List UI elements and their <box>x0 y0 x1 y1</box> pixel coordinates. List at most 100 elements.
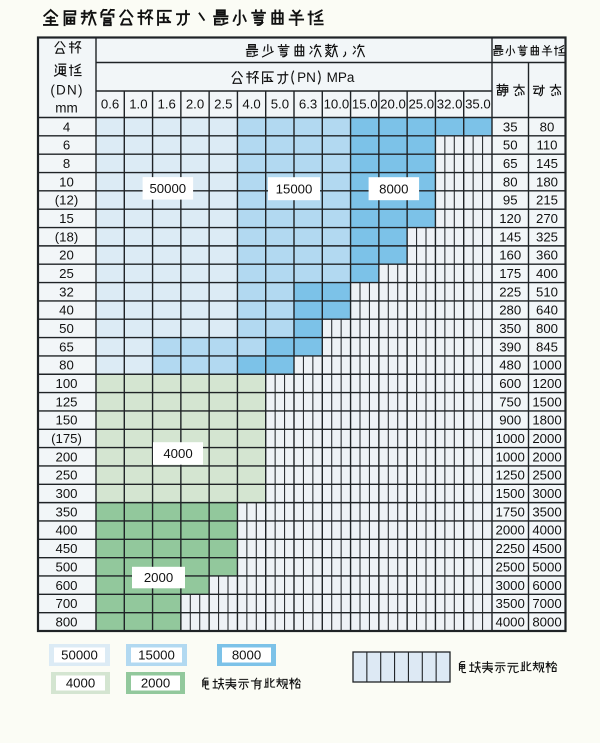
svg-text:25.0: 25.0 <box>408 97 434 112</box>
svg-text:125: 125 <box>55 394 77 409</box>
svg-text:2.0: 2.0 <box>186 97 204 112</box>
svg-text:1500: 1500 <box>496 486 525 501</box>
svg-text:1200: 1200 <box>532 376 561 391</box>
svg-text:50000: 50000 <box>61 648 98 663</box>
svg-text:4000: 4000 <box>66 676 95 691</box>
svg-text:2250: 2250 <box>496 541 525 556</box>
svg-text:2000: 2000 <box>141 676 170 691</box>
svg-text:110: 110 <box>536 138 557 153</box>
svg-text:1.6: 1.6 <box>158 97 176 112</box>
svg-text:350: 350 <box>499 321 521 336</box>
svg-text:2500: 2500 <box>496 559 525 574</box>
svg-text:280: 280 <box>499 303 521 318</box>
svg-text:175: 175 <box>499 266 521 281</box>
svg-text:6: 6 <box>63 138 70 153</box>
svg-text:80: 80 <box>540 119 555 134</box>
svg-text:50: 50 <box>503 138 518 153</box>
svg-text:1000: 1000 <box>496 449 525 464</box>
svg-text:15: 15 <box>59 211 74 226</box>
svg-text:250: 250 <box>55 468 77 483</box>
svg-text:1000: 1000 <box>532 358 561 373</box>
svg-text:4000: 4000 <box>532 523 561 538</box>
svg-text:4000: 4000 <box>163 446 192 461</box>
svg-text:160: 160 <box>499 248 521 263</box>
svg-text:1.0: 1.0 <box>129 97 147 112</box>
svg-text:180: 180 <box>536 174 558 189</box>
svg-text:15.0: 15.0 <box>352 97 378 112</box>
svg-text:4000: 4000 <box>496 614 525 629</box>
svg-text:6000: 6000 <box>532 578 561 593</box>
svg-text:20.0: 20.0 <box>380 97 406 112</box>
svg-text:25: 25 <box>59 266 74 281</box>
svg-text:4: 4 <box>63 119 70 134</box>
svg-text:145: 145 <box>499 229 521 244</box>
svg-text:(DN): (DN) <box>50 82 83 97</box>
svg-text:360: 360 <box>536 248 558 263</box>
svg-text:4500: 4500 <box>532 541 561 556</box>
svg-text:8000: 8000 <box>379 181 408 196</box>
svg-text:325: 325 <box>536 229 558 244</box>
svg-text:7000: 7000 <box>532 596 561 611</box>
svg-text:5.0: 5.0 <box>271 97 289 112</box>
svg-text:5000: 5000 <box>532 559 561 574</box>
svg-text:215: 215 <box>536 193 558 208</box>
svg-text:8000: 8000 <box>532 614 561 629</box>
svg-text:32.0: 32.0 <box>437 97 463 112</box>
svg-text:65: 65 <box>503 156 518 171</box>
svg-text:3500: 3500 <box>532 504 561 519</box>
svg-text:10.0: 10.0 <box>324 97 350 112</box>
svg-text:450: 450 <box>55 541 77 556</box>
svg-text:270: 270 <box>536 211 558 226</box>
svg-text:1750: 1750 <box>496 504 525 519</box>
svg-text:510: 510 <box>536 284 558 299</box>
svg-text:120: 120 <box>499 211 521 226</box>
svg-text:6.3: 6.3 <box>299 97 317 112</box>
svg-text:145: 145 <box>536 156 558 171</box>
svg-text:(18): (18) <box>55 229 78 244</box>
svg-text:0.6: 0.6 <box>101 97 119 112</box>
svg-text:2500: 2500 <box>532 468 561 483</box>
svg-text:3500: 3500 <box>496 596 525 611</box>
svg-text:40: 40 <box>59 303 74 318</box>
svg-text:3000: 3000 <box>496 578 525 593</box>
svg-text:(175): (175) <box>51 431 82 446</box>
svg-text:150: 150 <box>55 413 77 428</box>
svg-text:15000: 15000 <box>138 648 175 663</box>
svg-text:390: 390 <box>499 339 521 354</box>
svg-text:80: 80 <box>503 174 518 189</box>
svg-text:4.0: 4.0 <box>242 97 260 112</box>
svg-text:100: 100 <box>55 376 77 391</box>
svg-text:225: 225 <box>499 284 521 299</box>
svg-text:95: 95 <box>503 193 518 208</box>
svg-text:(12): (12) <box>55 193 78 208</box>
svg-text:200: 200 <box>55 449 77 464</box>
svg-text:800: 800 <box>55 614 77 629</box>
svg-text:400: 400 <box>55 523 77 538</box>
svg-text:2000: 2000 <box>496 523 525 538</box>
svg-text:65: 65 <box>59 339 74 354</box>
svg-text:15000: 15000 <box>276 181 313 196</box>
svg-text:2000: 2000 <box>144 570 173 585</box>
svg-text:8: 8 <box>63 156 70 171</box>
svg-text:400: 400 <box>536 266 558 281</box>
svg-text:480: 480 <box>499 358 521 373</box>
svg-text:1000: 1000 <box>496 431 525 446</box>
svg-text:600: 600 <box>499 376 521 391</box>
svg-text:640: 640 <box>536 303 558 318</box>
svg-text:35.0: 35.0 <box>465 97 491 112</box>
svg-text:845: 845 <box>536 339 558 354</box>
svg-text:1250: 1250 <box>496 468 525 483</box>
svg-text:600: 600 <box>55 578 77 593</box>
svg-text:MPa: MPa <box>327 70 355 85</box>
svg-text:350: 350 <box>55 504 77 519</box>
svg-text:PN: PN <box>297 70 316 85</box>
svg-text:2000: 2000 <box>532 449 561 464</box>
svg-text:500: 500 <box>55 559 77 574</box>
svg-text:2.5: 2.5 <box>214 97 232 112</box>
svg-text:20: 20 <box>59 248 74 263</box>
svg-text:700: 700 <box>55 596 77 611</box>
svg-text:1500: 1500 <box>532 394 561 409</box>
svg-text:300: 300 <box>55 486 77 501</box>
svg-text:8000: 8000 <box>232 648 261 663</box>
svg-text:32: 32 <box>59 284 74 299</box>
